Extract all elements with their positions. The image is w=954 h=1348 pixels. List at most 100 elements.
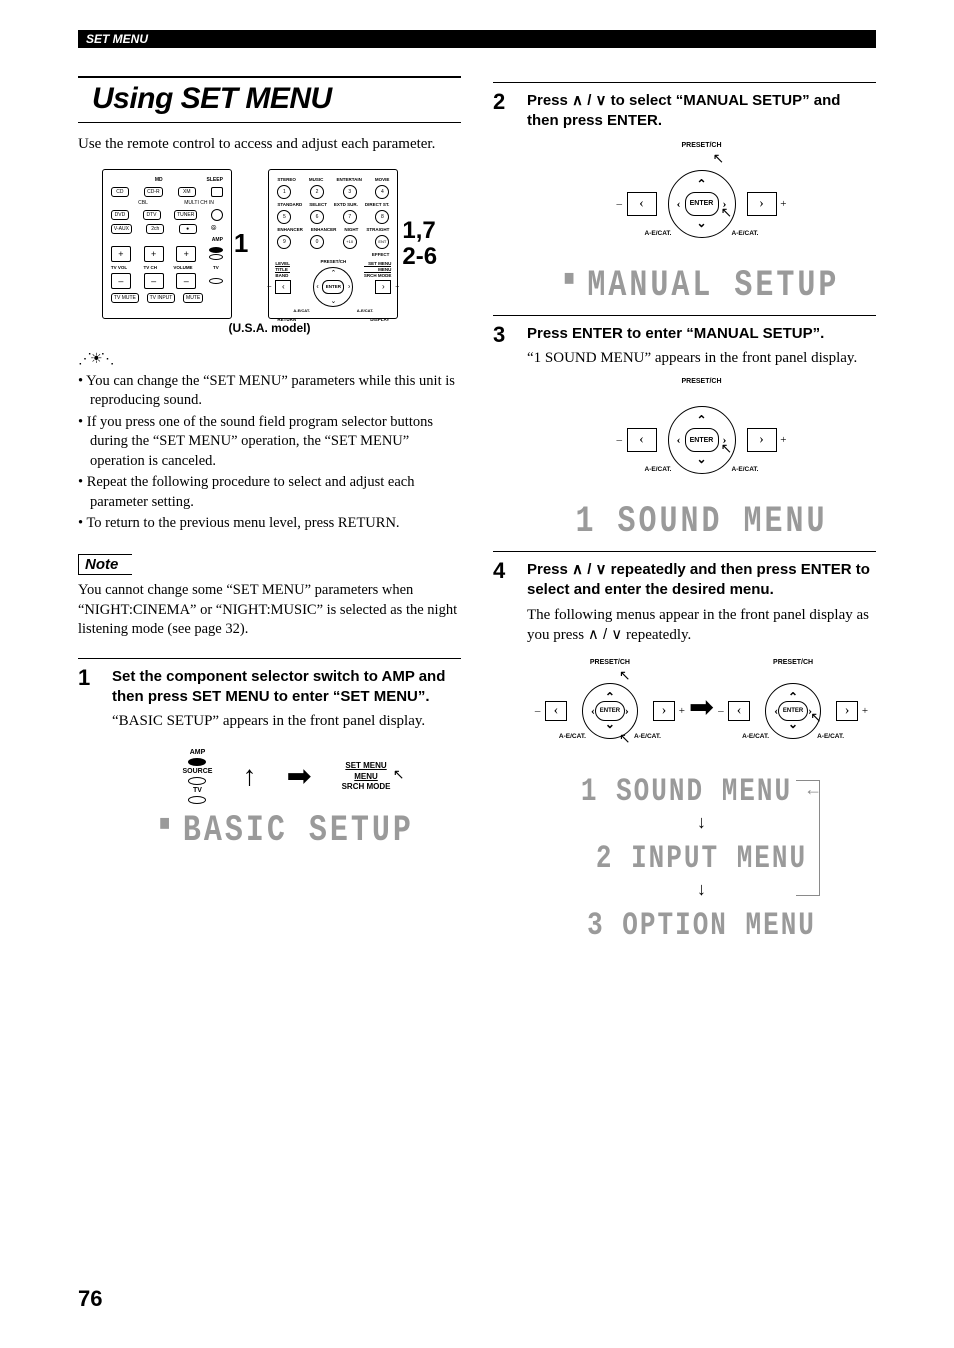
num-7: 7 [343, 210, 357, 224]
num-3: 3 [343, 185, 357, 199]
dtv-button: DTV [143, 210, 161, 220]
remote-left: MDSLEEP CD CD-R XM CBLMULTI CH IN DVD DT… [102, 169, 232, 319]
num-plus10: +10 [343, 235, 357, 249]
tvinput-button: TV INPUT [147, 293, 176, 303]
num-2: 2 [310, 185, 324, 199]
tvmute-button: TV MUTE [111, 293, 139, 303]
tips-list: You can change the “SET MENU” parameters… [78, 372, 461, 535]
step-1-body: “BASIC SETUP” appears in the front panel… [112, 711, 461, 731]
menu-1: 1 SOUND MENU [581, 772, 792, 810]
menu-cycle: 1 SOUND MENU← ↓ 2 INPUT MENU ↓ 3 OPTION … [527, 766, 876, 946]
step-number: 4 [493, 560, 511, 946]
num-9: 9 [277, 235, 291, 249]
srch-label: SRCH MODE [342, 782, 391, 792]
chevron-down-icon: ⌄ [696, 216, 706, 231]
step-3-body: “1 SOUND MENU” appears in the front pane… [527, 348, 876, 368]
dot-button: ● [179, 224, 197, 234]
hand-cursor-icon: ↖ [393, 767, 405, 784]
section-header: SET MENU [78, 30, 876, 48]
up-down-icon: ∧ / ∨ [572, 92, 606, 109]
right-arrow-icon: ➡ [689, 690, 714, 725]
multich-button [211, 209, 223, 221]
chevron-up-icon: ⌃ [696, 177, 706, 192]
intro-text: Use the remote control to access and adj… [78, 135, 461, 155]
menu-label: MENU [342, 772, 391, 782]
step-number: 2 [493, 91, 511, 309]
step-number: 3 [493, 324, 511, 546]
amp-switch [209, 247, 223, 253]
display-sound-menu: 1 SOUND MENU [527, 501, 876, 544]
step-2: 2 Press ∧ / ∨ to select “MANUAL SETUP” a… [493, 82, 876, 309]
tv-switch [209, 278, 223, 284]
vol-up: + [176, 246, 196, 262]
tip-item: To return to the previous menu level, pr… [78, 514, 461, 534]
step-1: 1 Set the component selector switch to A… [78, 658, 461, 855]
switch-diagram: AMP SOURCE TV ↑ ➡ SET MENU MENU SRCH MOD… [112, 749, 461, 804]
num-0: 0 [310, 235, 324, 249]
display-basic-setup: ■BASIC SETUP [112, 810, 461, 853]
remote-right: STEREOMUSICENTERTAINMOVIE 1 2 3 4 STANDA… [268, 169, 398, 319]
menu-3: 3 OPTION MENU [587, 906, 816, 944]
num-5: 5 [277, 210, 291, 224]
num-8: 8 [375, 210, 389, 224]
chevron-left-icon: ‹ [677, 196, 681, 211]
cdr-button: CD-R [144, 187, 163, 197]
sleep-button [211, 187, 223, 197]
cd-button: CD [111, 187, 129, 197]
dvd-button: DVD [111, 210, 129, 220]
num-6: 6 [310, 210, 324, 224]
tip-icon: ⋰☀⋱ [78, 351, 461, 368]
step-3: 3 Press ENTER to enter “MANUAL SETUP”. “… [493, 315, 876, 546]
loop-arrow [796, 780, 820, 896]
right-column: 2 Press ∧ / ∨ to select “MANUAL SETUP” a… [493, 76, 876, 946]
minus-label: – [617, 198, 623, 210]
twoch-button: 2ch [146, 224, 164, 234]
callout-1-left: 1 [234, 228, 248, 259]
right-box: › [747, 192, 777, 216]
right-arrow-icon: ➡ [286, 759, 311, 794]
navpad-step3: PRESET/CH ⌃⌄ ‹› ENTER ‹ › – + A-E/CAT. A… [527, 378, 876, 495]
step-4-body: The following menus appear in the front … [527, 605, 876, 646]
left-box: ‹ [627, 192, 657, 216]
tvvol-up: + [111, 246, 131, 262]
tvch-dn: – [144, 273, 164, 289]
down-arrow-icon: ↓ [697, 879, 706, 900]
plus-label: + [780, 198, 786, 210]
step-2-title: Press ∧ / ∨ to select “MANUAL SETUP” and… [527, 91, 876, 132]
setmenu-label: SET MENU [342, 761, 391, 771]
enter-button-icon: ENTER [685, 192, 719, 216]
menu-2: 2 INPUT MENU [596, 839, 807, 877]
step-number: 1 [78, 667, 96, 855]
num-1: 1 [277, 185, 291, 199]
vol-dn: – [176, 273, 196, 289]
amp-oval [188, 758, 206, 766]
mute-button: MUTE [183, 293, 203, 303]
step-4: 4 Press ∧ / ∨ repeatedly and then press … [493, 551, 876, 946]
vaux-button: V-AUX [111, 224, 132, 234]
enter-button-icon: ENTER [685, 428, 719, 452]
source-oval [188, 777, 206, 785]
step-1-title: Set the component selector switch to AMP… [112, 667, 461, 708]
tip-item: If you press one of the sound field prog… [78, 413, 461, 472]
step-4-title: Press ∧ / ∨ repeatedly and then press EN… [527, 560, 876, 601]
page-title: Using SET MENU [78, 76, 461, 123]
hand-cursor-icon: ↖ [713, 151, 725, 168]
down-arrow-icon: ↓ [697, 812, 706, 833]
navpad-step2: PRESET/CH ⌃ ⌄ ‹ › ENTER ‹ › – + A-E [527, 142, 876, 259]
left-column: Using SET MENU Use the remote control to… [78, 76, 461, 946]
tip-item: Repeat the following procedure to select… [78, 473, 461, 512]
hand-cursor-icon: ↖ [721, 205, 733, 222]
num-ent: ENT [375, 235, 389, 249]
xm-button: XM [178, 187, 196, 197]
tvch-up: + [144, 246, 164, 262]
navpad-pair: PRESET/CH ⌃⌄‹› ENTER ‹ › – + A-E/CAT. A-… [527, 659, 876, 756]
step-3-title: Press ENTER to enter “MANUAL SETUP”. [527, 324, 876, 344]
tvvol-dn: – [111, 273, 131, 289]
page-number: 76 [78, 1286, 102, 1312]
num-4: 4 [375, 185, 389, 199]
tv-oval [188, 796, 206, 804]
tuner-button: TUNER [174, 210, 197, 220]
note-body: You cannot change some “SET MENU” parame… [78, 581, 461, 640]
remote-diagram-row: MDSLEEP CD CD-R XM CBLMULTI CH IN DVD DT… [78, 169, 461, 319]
up-arrow-icon: ↑ [242, 769, 256, 786]
